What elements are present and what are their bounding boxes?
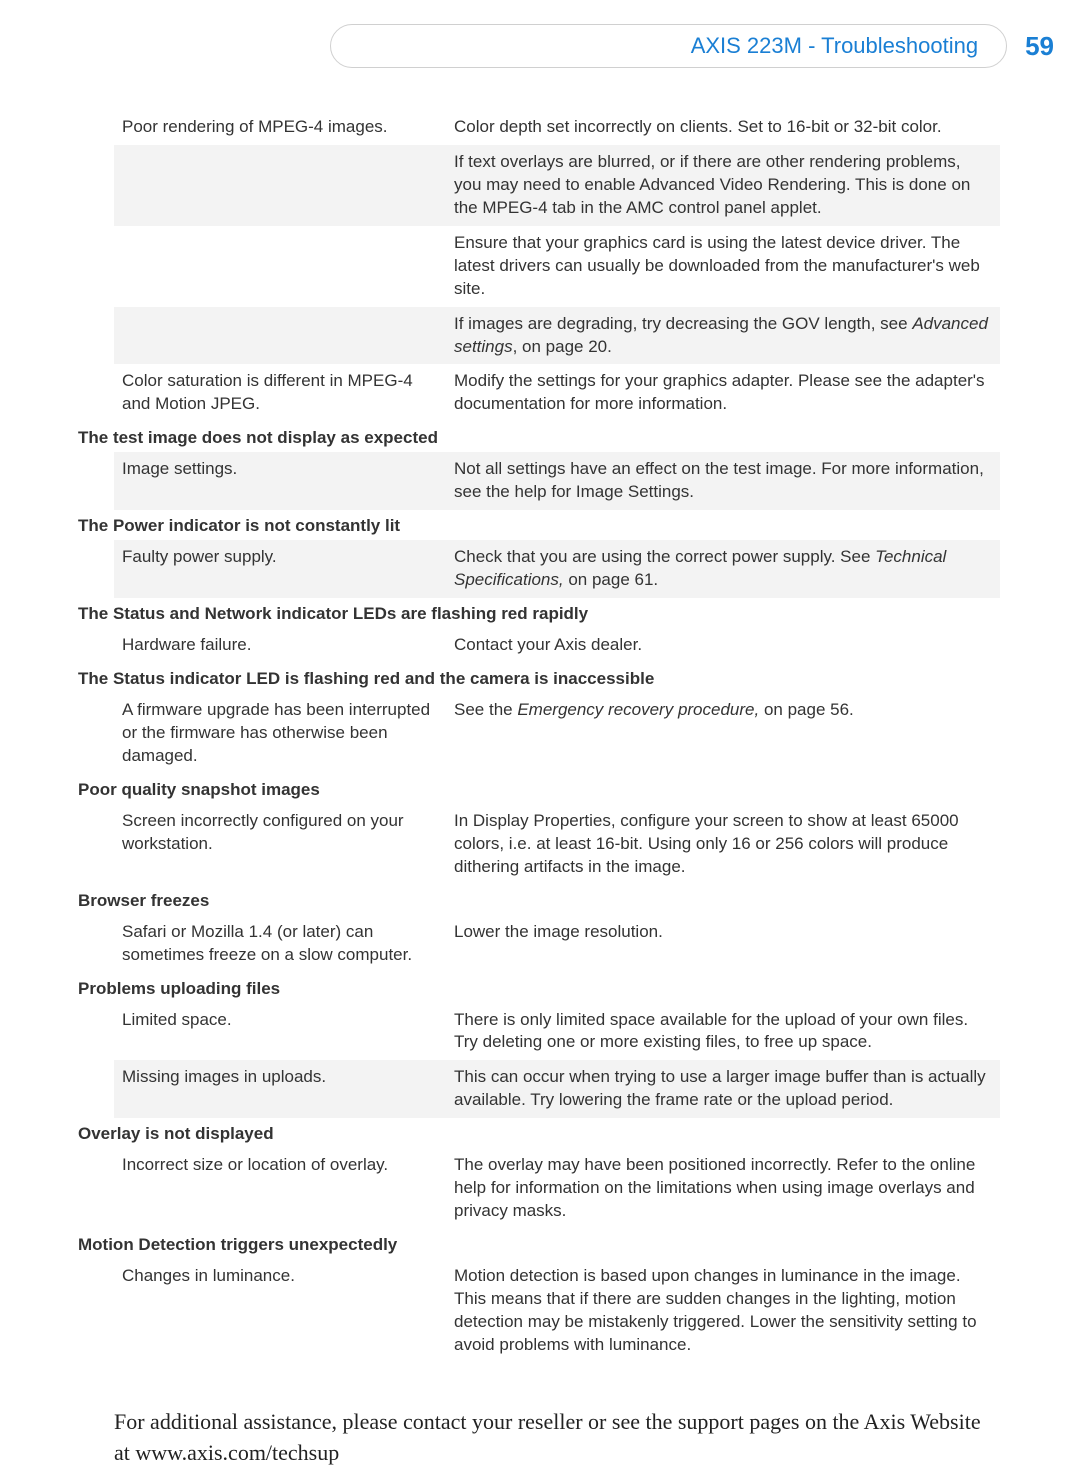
table-row: Image settings. Not all settings have an … [114, 452, 1000, 510]
remedy-cell: This can occur when trying to use a larg… [454, 1066, 992, 1112]
page-header: AXIS 223M - Troubleshooting 59 [18, 24, 1062, 68]
symptom-cell: Image settings. [122, 458, 432, 504]
symptom-cell [122, 232, 432, 301]
table-row: Screen incorrectly configured on your wo… [114, 804, 1000, 885]
remedy-cell: If text overlays are blurred, or if ther… [454, 151, 992, 220]
remedy-cell: If images are degrading, try decreasing … [454, 313, 992, 359]
table-row: Poor rendering of MPEG-4 images. Color de… [114, 110, 1000, 145]
remedy-cell: Motion detection is based upon changes i… [454, 1265, 992, 1357]
table-row: Incorrect size or location of overlay. Th… [114, 1148, 1000, 1229]
symptom-cell: Changes in luminance. [122, 1265, 432, 1357]
symptom-cell: Incorrect size or location of overlay. [122, 1154, 432, 1223]
symptom-cell [122, 313, 432, 359]
remedy-cell: Contact your Axis dealer. [454, 634, 992, 657]
section-heading: Browser freezes [78, 891, 1000, 911]
remedy-cell: In Display Properties, configure your sc… [454, 810, 992, 879]
table-row: Ensure that your graphics card is using … [114, 226, 1000, 307]
table-row: Limited space. There is only limited spac… [114, 1003, 1000, 1061]
remedy-cell: See the Emergency recovery procedure, on… [454, 699, 992, 768]
symptom-cell: Missing images in uploads. [122, 1066, 432, 1112]
remedy-cell: Color depth set incorrectly on clients. … [454, 116, 992, 139]
section-heading: Problems uploading files [78, 979, 1000, 999]
remedy-cell: Modify the settings for your graphics ad… [454, 370, 992, 416]
symptom-cell: Limited space. [122, 1009, 432, 1055]
table-row: Hardware failure. Contact your Axis deale… [114, 628, 1000, 663]
symptom-cell [122, 151, 432, 220]
table-row: Color saturation is different in MPEG-4 … [114, 364, 1000, 422]
table-row: If text overlays are blurred, or if ther… [114, 145, 1000, 226]
symptom-cell: Faulty power supply. [122, 546, 432, 592]
table-row: Faulty power supply. Check that you are u… [114, 540, 1000, 598]
remedy-cell: Check that you are using the correct pow… [454, 546, 992, 592]
section-heading: The Status and Network indicator LEDs ar… [78, 604, 1000, 624]
table-row: A firmware upgrade has been inter­rupted… [114, 693, 1000, 774]
section-heading: The test image does not display as expec… [78, 428, 1000, 448]
section-heading: Motion Detection triggers unexpectedly [78, 1235, 1000, 1255]
section-heading: The Power indicator is not constantly li… [78, 516, 1000, 536]
remedy-cell: Ensure that your graphics card is using … [454, 232, 992, 301]
symptom-cell: Color saturation is different in MPEG-4 … [122, 370, 432, 416]
section-heading: Overlay is not displayed [78, 1124, 1000, 1144]
remedy-cell: There is only limited space available fo… [454, 1009, 992, 1055]
table-row: Missing images in uploads. This can occur… [114, 1060, 1000, 1118]
symptom-cell: Safari or Mozilla 1.4 (or later) can som… [122, 921, 432, 967]
table-row: Changes in luminance.Motion detection is… [114, 1259, 1000, 1363]
section-heading: Poor quality snapshot images [78, 780, 1000, 800]
table-row: If images are degrading, try decreasing … [114, 307, 1000, 365]
table-row: Safari or Mozilla 1.4 (or later) can som… [114, 915, 1000, 973]
page-title: AXIS 223M - Troubleshooting [330, 24, 1007, 68]
symptom-cell: Hardware failure. [122, 634, 432, 657]
footer-text: For additional assistance, please contac… [114, 1407, 1000, 1468]
page-number: 59 [1025, 31, 1054, 62]
section-heading: The Status indicator LED is flashing red… [78, 669, 1000, 689]
remedy-cell: Lower the image resolution. [454, 921, 992, 967]
symptom-cell: Poor rendering of MPEG-4 images. [122, 116, 432, 139]
symptom-cell: Screen incorrectly configured on your wo… [122, 810, 432, 879]
troubleshooting-table: Poor rendering of MPEG-4 images. Color de… [18, 110, 1062, 1468]
symptom-cell: A firmware upgrade has been inter­rupted… [122, 699, 432, 768]
remedy-cell: The overlay may have been positioned inc… [454, 1154, 992, 1223]
remedy-cell: Not all settings have an effect on the t… [454, 458, 992, 504]
